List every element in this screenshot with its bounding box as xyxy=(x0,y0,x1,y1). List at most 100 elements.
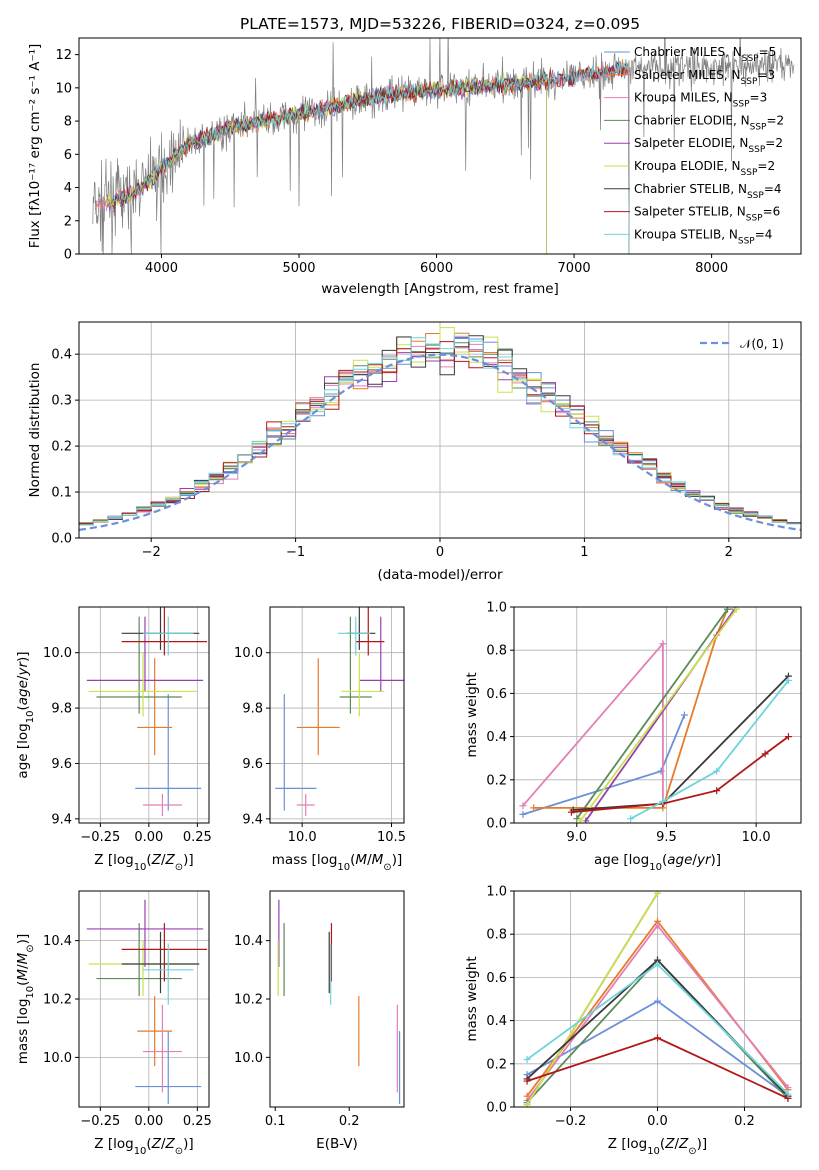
label-part: Z [log xyxy=(94,852,133,868)
y-tick-label: 0.6 xyxy=(486,971,507,986)
x-tick-label: 0.0 xyxy=(647,1114,668,1129)
label-part: yr xyxy=(15,661,31,677)
x-tick-label: 0.2 xyxy=(734,1114,755,1129)
x-tick-label: 0.2 xyxy=(339,1114,360,1129)
y-tick-label: 4 xyxy=(64,181,72,196)
weight-marker xyxy=(627,815,635,823)
weight-marker xyxy=(523,1055,531,1063)
legend-label: Salpeter MILES, NSSP=3 xyxy=(634,68,775,87)
label-part: ( xyxy=(146,852,151,868)
label-part: Z [log xyxy=(94,1136,133,1152)
y-tick-label: 10.0 xyxy=(43,1051,72,1066)
legend-label: Chabrier MILES, NSSP=5 xyxy=(634,45,776,64)
axes-frame: −0.2 0.0 0.2 0.0 0.2 0.4 0.6 0.8 1.0 xyxy=(486,885,802,1129)
legend-value: =2 xyxy=(765,136,783,150)
y-tick-label: 10.0 xyxy=(234,646,263,661)
label-part: )] xyxy=(183,1136,194,1152)
axes-frame: 9.0 9.5 10.0 0.0 0.2 0.4 0.6 0.8 1.0 xyxy=(486,601,802,845)
z-age-panel: −0.25 0.00 0.259.49.69.810.0Z [log10(Z/Z⊙)… xyxy=(15,606,212,873)
y-axis-label: age [log10(age/yr)] xyxy=(15,651,36,778)
y-tick-label: 1.0 xyxy=(486,601,507,616)
label-part: ⊙ xyxy=(25,944,36,952)
label-part: / xyxy=(161,852,166,868)
age-weight-panel: 9.0 9.5 10.0 0.0 0.2 0.4 0.6 0.8 1.0 age [log10(a… xyxy=(464,601,802,873)
plot-area xyxy=(79,327,801,531)
legend-label: Salpeter ELODIE, NSSP=2 xyxy=(634,136,783,155)
weight-marker xyxy=(530,804,538,812)
label-part: ⊙ xyxy=(688,1146,696,1157)
weight-marker xyxy=(732,607,740,613)
label-part: / xyxy=(367,852,372,868)
legend-value: =6 xyxy=(763,205,781,219)
y-tick-label: 9.4 xyxy=(242,812,263,827)
weight-marker xyxy=(654,1034,661,1042)
legend-subscript: SSP xyxy=(750,122,767,132)
legend-label: Chabrier ELODIE, NSSP=2 xyxy=(634,113,784,132)
legend-label: Kroupa MILES, NSSP=3 xyxy=(634,91,767,110)
label-part: ⊙ xyxy=(175,862,183,873)
x-tick-label: 10.5 xyxy=(377,830,406,845)
weight-marker xyxy=(654,891,661,897)
weight-marker xyxy=(573,815,581,823)
axes-frame: 10.0 10.5 9.4 9.6 9.8 10.0 xyxy=(234,606,406,845)
weight-line xyxy=(576,608,729,820)
plot-area xyxy=(523,891,792,1107)
legend-subscript: SSP xyxy=(733,100,750,110)
weight-marker xyxy=(567,808,575,816)
legend-text: Kroupa STELIB, N xyxy=(634,227,738,241)
legend-subscript: SSP xyxy=(741,77,758,87)
label-part: yr xyxy=(696,852,712,868)
label-part: 10 xyxy=(134,862,147,873)
label-part: age [log xyxy=(15,723,31,778)
label-part: / xyxy=(15,964,31,969)
weight-marker xyxy=(713,787,721,795)
legend: 𝒩(0, 1) xyxy=(700,337,784,351)
weight-marker xyxy=(761,750,769,758)
label-part: Z xyxy=(165,1136,176,1152)
weight-marker xyxy=(784,1084,792,1092)
y-tick-label: 0.8 xyxy=(486,644,507,659)
y-tick-label: 2 xyxy=(64,214,72,229)
weight-marker xyxy=(784,676,792,684)
y-axis-label: Flux [fλ10⁻¹⁷ erg cm⁻² s⁻¹ A⁻¹] xyxy=(27,44,43,249)
weight-marker xyxy=(713,767,721,775)
x-tick-label: 9.5 xyxy=(656,830,677,845)
weight-marker xyxy=(654,960,661,968)
x-axis-label: Z [log10(Z/Z⊙)] xyxy=(608,1136,707,1157)
x-tick-label: 6000 xyxy=(420,261,453,276)
label-part: / xyxy=(692,852,697,868)
legend-value: =3 xyxy=(750,91,768,105)
legend-label: Kroupa STELIB, NSSP=4 xyxy=(634,227,772,246)
y-tick-label: 10 xyxy=(55,81,72,96)
plot-area xyxy=(519,607,792,823)
y-axis-label: mass weight xyxy=(464,956,480,1041)
y-tick-label: 0.2 xyxy=(486,773,507,788)
x-axis-label: E(B-V) xyxy=(316,1136,358,1152)
x-tick-label: −1 xyxy=(286,545,305,560)
legend-value: =3 xyxy=(757,68,775,82)
weight-marker xyxy=(523,1077,531,1085)
x-tick-label: 0.00 xyxy=(134,1114,163,1129)
y-tick-label: 0.4 xyxy=(51,348,72,363)
model-spectrum-line xyxy=(113,64,630,254)
y-tick-label: 0.3 xyxy=(51,394,72,409)
weight-marker xyxy=(654,922,661,930)
legend-label: Kroupa ELODIE, NSSP=2 xyxy=(634,159,775,178)
label-part: Z xyxy=(165,852,176,868)
x-tick-label: −0.2 xyxy=(555,1114,587,1129)
x-tick-label: 0 xyxy=(436,545,444,560)
label-part: age xyxy=(15,680,31,705)
y-tick-label: 8 xyxy=(64,115,72,130)
y-axis-label: mass weight xyxy=(464,672,480,757)
y-tick-label: 12 xyxy=(55,48,72,63)
y-tick-label: 0.6 xyxy=(486,687,507,702)
label-part: Z xyxy=(664,1136,675,1152)
weight-marker xyxy=(784,1090,792,1098)
legend-subscript: SSP xyxy=(747,191,764,201)
x-tick-label: −0.25 xyxy=(80,830,120,845)
y-tick-label: 1.0 xyxy=(486,885,507,900)
legend-value: =5 xyxy=(759,45,777,59)
label-part: ( xyxy=(662,852,667,868)
legend-value: =2 xyxy=(766,113,784,127)
axes-box xyxy=(513,606,802,824)
